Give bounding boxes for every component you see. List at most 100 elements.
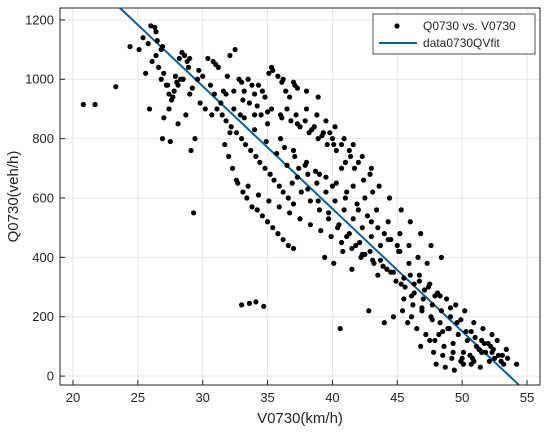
- data-point: [323, 118, 329, 124]
- data-point: [218, 100, 224, 106]
- data-point: [418, 231, 424, 237]
- data-point: [253, 299, 259, 305]
- data-point: [421, 287, 428, 293]
- data-point: [255, 82, 262, 88]
- data-point: [325, 216, 332, 222]
- data-point: [432, 293, 438, 299]
- data-point: [427, 281, 433, 287]
- data-point: [353, 242, 359, 249]
- data-point: [329, 136, 336, 142]
- data-point: [491, 355, 498, 361]
- data-point: [264, 121, 271, 127]
- data-point: [305, 171, 311, 177]
- data-point: [287, 210, 293, 216]
- data-point: [254, 207, 260, 213]
- data-point: [307, 222, 313, 228]
- data-point: [480, 325, 486, 332]
- data-point: [443, 296, 450, 302]
- data-point: [285, 195, 291, 201]
- data-point: [158, 46, 164, 53]
- data-point: [275, 231, 281, 237]
- data-point: [394, 242, 400, 249]
- data-point: [329, 183, 336, 189]
- data-point: [292, 153, 298, 160]
- data-point: [402, 284, 408, 290]
- data-point: [514, 361, 520, 367]
- data-point: [239, 302, 245, 308]
- data-point: [368, 165, 374, 171]
- data-point: [341, 136, 347, 142]
- data-point: [215, 64, 221, 70]
- data-point: [427, 337, 433, 344]
- legend-box: [372, 13, 536, 55]
- data-point: [293, 112, 299, 118]
- data-point: [253, 153, 259, 160]
- data-point: [166, 106, 172, 112]
- data-point: [499, 352, 505, 358]
- data-point: [191, 210, 197, 216]
- data-point: [165, 82, 171, 88]
- data-point: [370, 257, 376, 263]
- data-point: [367, 248, 373, 255]
- y-axis-label: Q0730(veh/h): [5, 151, 22, 243]
- data-point: [228, 124, 234, 130]
- data-point: [463, 328, 469, 335]
- data-point: [359, 153, 365, 160]
- data-point: [189, 85, 195, 91]
- data-point: [375, 225, 381, 231]
- data-point: [92, 101, 98, 108]
- data-point: [451, 367, 457, 373]
- legend-label-fit: data0730QVfit: [423, 36, 500, 50]
- data-point: [153, 52, 159, 59]
- y-tick-label: 200: [32, 309, 54, 324]
- data-point: [240, 189, 246, 195]
- data-point: [249, 82, 255, 88]
- data-point: [349, 266, 355, 272]
- data-point: [302, 162, 308, 168]
- data-point: [376, 183, 382, 189]
- data-point: [205, 55, 211, 62]
- data-point: [453, 302, 459, 308]
- data-point: [276, 204, 282, 210]
- data-point: [406, 242, 412, 249]
- data-point: [357, 239, 363, 246]
- data-point: [316, 171, 323, 177]
- data-point: [471, 320, 477, 326]
- data-point: [270, 225, 276, 231]
- legend-marker-scatter: [394, 23, 400, 29]
- data-point: [418, 343, 424, 350]
- data-point: [319, 133, 325, 139]
- data-point: [136, 46, 142, 53]
- data-point: [349, 245, 355, 252]
- data-point: [241, 115, 247, 121]
- data-point: [401, 296, 407, 302]
- data-point: [416, 278, 422, 284]
- data-point: [364, 213, 371, 219]
- data-point: [380, 263, 386, 269]
- data-point: [314, 112, 320, 118]
- data-point: [202, 106, 208, 112]
- data-point: [275, 73, 281, 79]
- data-point: [211, 91, 217, 97]
- data-point: [257, 159, 263, 165]
- data-point: [277, 136, 284, 142]
- data-point: [332, 124, 338, 130]
- data-point: [341, 207, 347, 213]
- data-point: [360, 177, 367, 183]
- data-point: [399, 308, 406, 314]
- data-point: [245, 76, 251, 82]
- data-point: [159, 136, 166, 142]
- data-point: [283, 88, 289, 94]
- data-point: [458, 317, 464, 323]
- data-point: [346, 147, 352, 154]
- data-point: [462, 308, 468, 314]
- data-point: [327, 130, 333, 136]
- data-point: [239, 79, 245, 85]
- data-point: [307, 198, 313, 204]
- data-point: [175, 82, 181, 88]
- data-point: [268, 64, 275, 70]
- data-point: [331, 141, 337, 148]
- data-point: [489, 331, 495, 338]
- y-tick-label: 400: [32, 250, 54, 265]
- data-point: [209, 112, 215, 118]
